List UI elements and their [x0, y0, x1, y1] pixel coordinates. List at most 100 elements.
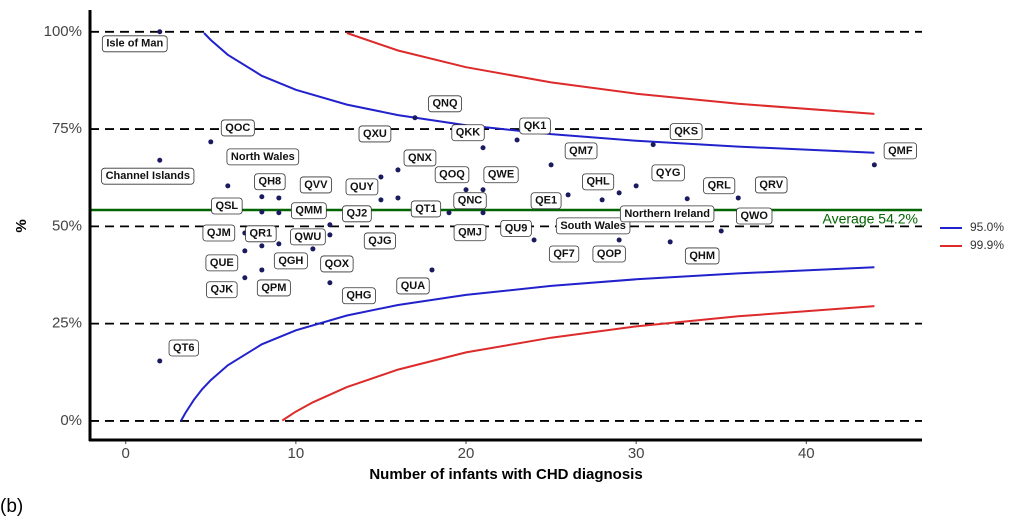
point-label: QXU	[358, 125, 392, 143]
point-label-text: QM7	[569, 145, 593, 157]
point-label-text: QPM	[261, 282, 286, 294]
data-point	[259, 243, 265, 249]
point-label: QHM	[684, 247, 720, 265]
point-label-text: QWO	[740, 210, 768, 222]
label-box	[548, 245, 580, 263]
label-box	[434, 166, 470, 184]
data-point	[259, 209, 265, 215]
point-label: QM7	[564, 142, 598, 160]
data-point	[157, 29, 163, 35]
data-point	[242, 248, 248, 254]
point-label: QJ2	[342, 205, 372, 223]
point-label: QK1	[519, 117, 551, 135]
label-box	[410, 200, 442, 218]
point-label-text: QJG	[368, 235, 391, 247]
label-box	[651, 164, 685, 182]
point-label-text: QF7	[553, 248, 574, 260]
data-point	[225, 183, 231, 189]
data-point	[276, 195, 282, 201]
point-label: QOX	[320, 255, 354, 273]
data-point	[327, 232, 333, 238]
data-point	[633, 183, 639, 189]
label-box	[245, 225, 277, 243]
point-label: Channel Islands	[101, 167, 195, 185]
point-label: QMJ	[453, 224, 487, 242]
data-point	[565, 192, 571, 198]
data-point	[480, 145, 486, 151]
point-label: QRV	[755, 176, 788, 194]
point-label: QMM	[291, 202, 327, 220]
label-box	[500, 219, 532, 237]
label-box	[684, 247, 720, 265]
point-label: QH8	[254, 173, 286, 191]
point-label: Isle of Man	[101, 35, 168, 53]
label-box	[403, 149, 437, 167]
label-box	[202, 224, 236, 242]
label-box	[256, 279, 291, 297]
point-label-text: QMJ	[458, 227, 482, 239]
x-axis-label: Number of infants with CHD diagnosis	[369, 466, 642, 483]
data-point	[599, 197, 605, 203]
point-label: QNQ	[428, 95, 462, 113]
x-tick-label: 40	[798, 445, 815, 462]
data-point	[378, 174, 384, 180]
y-tick-label: 100%	[44, 23, 82, 40]
label-box	[582, 173, 615, 191]
x-tick-label: 10	[288, 445, 305, 462]
label-box	[453, 224, 487, 242]
data-point	[480, 187, 486, 193]
point-label-text: QNC	[458, 195, 483, 207]
label-box	[254, 173, 286, 191]
x-tick-label: 20	[458, 445, 475, 462]
label-box	[206, 281, 238, 299]
data-point	[157, 157, 163, 163]
point-label-text: QXU	[363, 128, 387, 140]
point-label-text: QOC	[225, 122, 250, 134]
point-label-text: QRL	[708, 180, 732, 192]
label-box	[755, 176, 788, 194]
point-label-text: QRV	[759, 179, 783, 191]
point-label-text: QVV	[304, 179, 328, 191]
point-label: Northern Ireland	[619, 205, 715, 223]
point-label-text: QT1	[415, 203, 436, 215]
label-box	[483, 166, 519, 184]
label-box	[220, 119, 255, 137]
point-label-text: QNQ	[432, 98, 458, 110]
label-box	[703, 177, 736, 195]
data-point	[327, 280, 333, 286]
point-label: QJK	[206, 281, 238, 299]
label-box	[396, 277, 430, 295]
y-tick-label: 75%	[52, 120, 82, 137]
label-box	[290, 228, 326, 246]
point-label: QUE	[205, 254, 239, 272]
point-label: QT1	[410, 200, 442, 218]
label-box	[273, 252, 308, 270]
point-label: QF7	[548, 245, 580, 263]
data-point	[378, 197, 384, 203]
data-point	[616, 237, 622, 243]
point-label-text: QHG	[346, 290, 371, 302]
data-point	[718, 228, 724, 234]
label-box	[168, 339, 199, 357]
point-label: QKS	[669, 123, 703, 141]
label-box	[519, 117, 551, 135]
data-point	[310, 246, 316, 252]
point-label: QYG	[651, 164, 685, 182]
data-point	[157, 358, 163, 364]
data-point	[276, 210, 282, 216]
data-point	[514, 137, 520, 143]
caption: (b)	[0, 496, 23, 517]
point-label-text: QOP	[597, 248, 621, 260]
funnel-line	[281, 32, 875, 422]
y-tick-label: 50%	[52, 217, 82, 234]
label-box	[530, 192, 562, 210]
point-label: QOP	[592, 245, 626, 263]
point-label: QU9	[500, 219, 532, 237]
point-label: QWE	[483, 166, 519, 184]
label-box	[451, 124, 485, 142]
x-tick-label: 0	[122, 445, 130, 462]
label-box	[619, 205, 715, 223]
label-box	[341, 287, 376, 305]
data-point	[242, 275, 248, 281]
